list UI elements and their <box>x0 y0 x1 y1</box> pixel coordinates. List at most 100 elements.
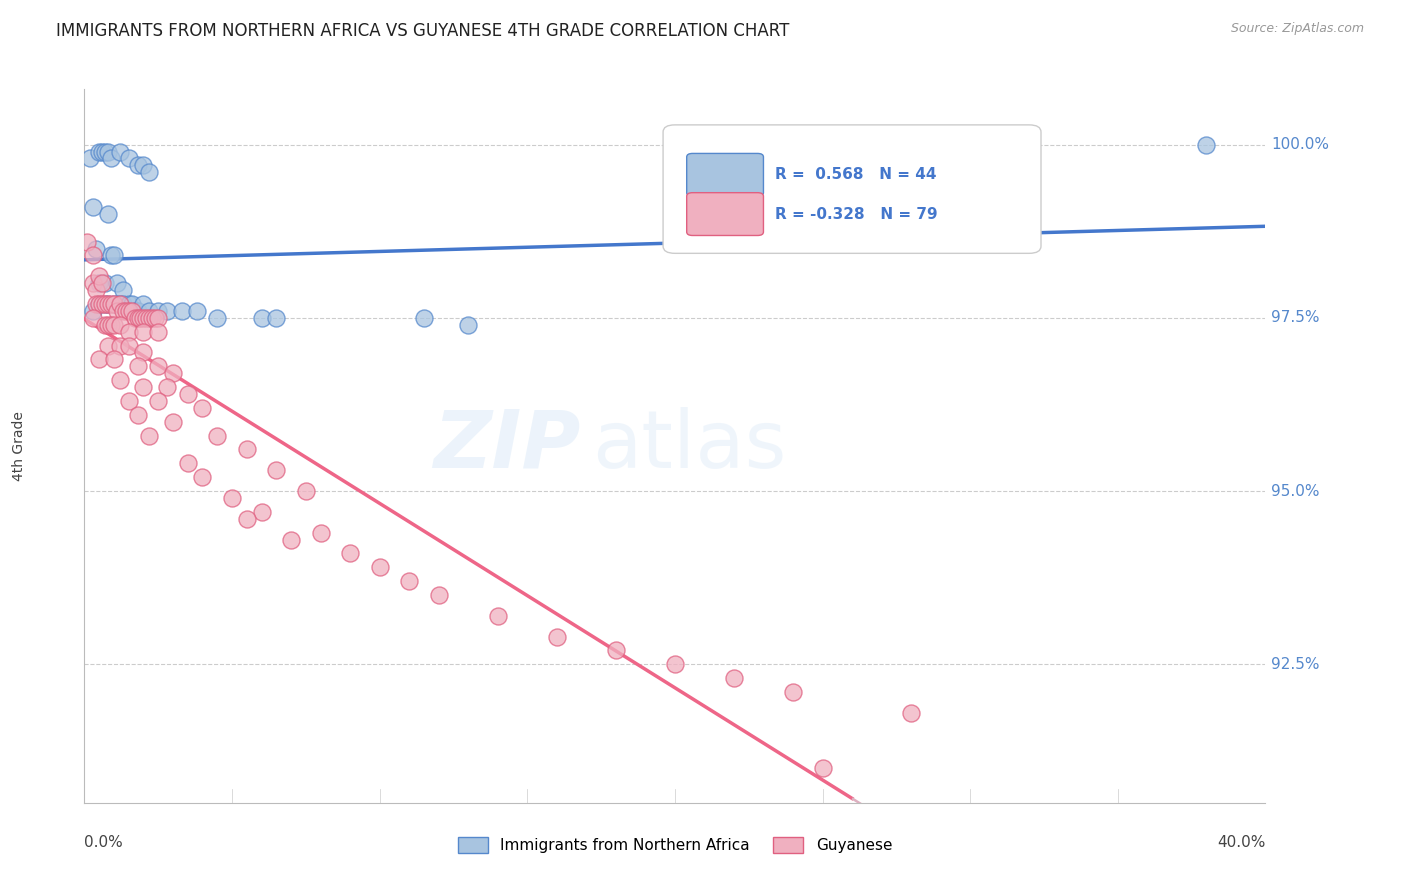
Point <box>723 671 745 685</box>
Point <box>205 310 228 325</box>
Point <box>108 297 131 311</box>
Point <box>309 525 332 540</box>
Point <box>105 276 128 290</box>
Point <box>124 310 146 325</box>
Point <box>100 297 122 311</box>
Legend: Immigrants from Northern Africa, Guyanese: Immigrants from Northern Africa, Guyanes… <box>451 831 898 859</box>
Point <box>427 588 450 602</box>
Point <box>811 761 834 775</box>
Text: IMMIGRANTS FROM NORTHERN AFRICA VS GUYANESE 4TH GRADE CORRELATION CHART: IMMIGRANTS FROM NORTHERN AFRICA VS GUYAN… <box>56 22 790 40</box>
Point <box>127 359 149 374</box>
Point <box>97 297 120 311</box>
Point <box>97 145 120 159</box>
Point <box>138 304 160 318</box>
Point <box>118 304 141 318</box>
Point <box>148 359 170 374</box>
Point <box>138 310 160 325</box>
Text: 4th Grade: 4th Grade <box>13 411 27 481</box>
Point <box>105 304 128 318</box>
Point <box>205 428 228 442</box>
Point <box>108 373 131 387</box>
Point <box>148 310 170 325</box>
Point <box>91 276 114 290</box>
Text: R = -0.328   N = 79: R = -0.328 N = 79 <box>775 207 938 221</box>
Point <box>170 304 193 318</box>
Text: R =  0.568   N = 44: R = 0.568 N = 44 <box>775 168 936 182</box>
Point <box>900 706 922 720</box>
Point <box>124 304 146 318</box>
Point <box>546 630 568 644</box>
Point <box>94 276 117 290</box>
Point <box>605 643 627 657</box>
Text: 92.5%: 92.5% <box>1271 657 1320 672</box>
Point <box>250 505 273 519</box>
Point <box>177 387 200 401</box>
Point <box>121 304 143 318</box>
Point <box>138 165 160 179</box>
Point <box>162 415 184 429</box>
Point <box>127 408 149 422</box>
Point <box>103 248 125 262</box>
Point <box>91 145 114 159</box>
Point <box>87 269 111 284</box>
Text: 40.0%: 40.0% <box>1218 835 1265 850</box>
Point <box>108 338 131 352</box>
Point <box>132 310 155 325</box>
Point <box>87 352 111 367</box>
Point <box>221 491 243 505</box>
Point <box>135 310 157 325</box>
Point <box>82 276 104 290</box>
Point <box>94 318 117 332</box>
Point <box>141 310 163 325</box>
Point <box>1195 137 1218 152</box>
Point <box>368 560 391 574</box>
Point <box>121 297 143 311</box>
Point <box>76 235 98 249</box>
Text: 97.5%: 97.5% <box>1271 310 1320 326</box>
Point <box>127 310 149 325</box>
Point <box>132 380 155 394</box>
Point <box>127 158 149 172</box>
Point <box>148 325 170 339</box>
Point <box>457 318 479 332</box>
Point <box>82 310 104 325</box>
Point <box>103 297 125 311</box>
Point <box>79 152 101 166</box>
Point <box>235 442 259 457</box>
Point <box>100 248 122 262</box>
Point <box>413 310 436 325</box>
Point <box>156 304 179 318</box>
Point <box>156 380 179 394</box>
Point <box>87 297 111 311</box>
Point <box>114 304 136 318</box>
Text: 95.0%: 95.0% <box>1271 483 1320 499</box>
Point <box>264 463 288 477</box>
Point <box>118 325 141 339</box>
Point <box>132 297 155 311</box>
Point <box>103 297 125 311</box>
Point <box>191 401 214 415</box>
Point <box>103 318 125 332</box>
FancyBboxPatch shape <box>664 125 1040 253</box>
Point <box>111 283 134 297</box>
Point <box>91 297 114 311</box>
Point <box>100 152 122 166</box>
Point <box>82 248 104 262</box>
Point <box>162 366 184 380</box>
Point <box>664 657 686 672</box>
Point <box>118 297 141 311</box>
Point <box>97 318 120 332</box>
Point <box>94 297 117 311</box>
Point <box>250 310 273 325</box>
Point <box>177 456 200 470</box>
Point <box>486 608 509 623</box>
Point <box>108 318 131 332</box>
Point <box>94 145 117 159</box>
Point <box>138 428 160 442</box>
Point <box>132 325 155 339</box>
Point <box>87 297 111 311</box>
Point <box>132 158 155 172</box>
Point <box>97 297 120 311</box>
Text: 100.0%: 100.0% <box>1271 137 1329 153</box>
Point <box>111 304 134 318</box>
